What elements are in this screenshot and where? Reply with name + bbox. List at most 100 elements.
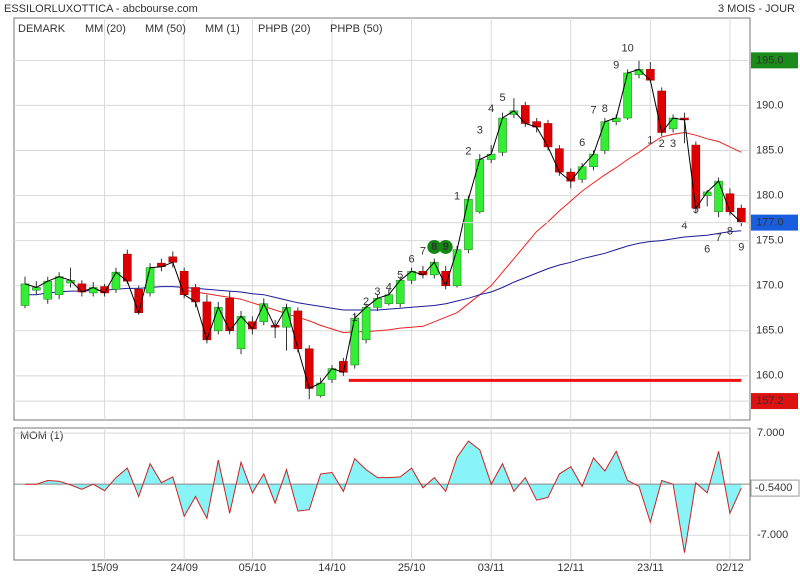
chart-title: ESSILORLUXOTTICA - abcbourse.com xyxy=(4,3,198,15)
demark-label: 1 xyxy=(352,312,358,324)
legend-entry: MM (20) xyxy=(85,23,126,35)
demark-label: 9 xyxy=(443,241,449,253)
candle-body xyxy=(464,198,473,250)
y-tick-label: 175.0 xyxy=(756,235,784,247)
y-tick-label: 185.0 xyxy=(756,144,784,156)
demark-label: 3 xyxy=(670,138,676,150)
candle-body xyxy=(179,270,189,296)
legend-entry: MM (50) xyxy=(145,23,186,35)
close-line xyxy=(24,68,742,390)
x-tick-label: 14/10 xyxy=(318,562,346,574)
demark-label: 4 xyxy=(386,281,392,293)
candle-body xyxy=(714,180,723,213)
y-tick-label: 170.0 xyxy=(756,280,784,292)
demark-label: 7 xyxy=(716,232,722,244)
chart-subtitle: 3 MOIS - JOUR xyxy=(718,3,795,15)
candle-body xyxy=(350,317,360,366)
x-tick-label: 03/11 xyxy=(478,562,505,574)
y-tick-label: 165.0 xyxy=(756,325,784,337)
y-tick-label: 7.000 xyxy=(757,427,785,439)
candle-body xyxy=(20,283,30,306)
candle-body xyxy=(259,303,269,323)
demark-label: 5 xyxy=(397,270,403,282)
demark-label: 5 xyxy=(693,204,699,216)
y-tick-label: -7.000 xyxy=(757,529,788,541)
y-tick-label: 180.0 xyxy=(756,189,784,201)
demark-label: 8 xyxy=(431,241,437,253)
candle-body xyxy=(316,382,325,396)
price-box xyxy=(751,214,798,231)
y-tick-label: 190.0 xyxy=(756,99,784,111)
demark-label: 8 xyxy=(602,103,608,115)
price-box xyxy=(751,393,798,410)
moving-average xyxy=(184,131,742,334)
candle-body xyxy=(498,117,507,153)
x-tick-label: 05/10 xyxy=(239,562,267,574)
x-tick-label: 02/12 xyxy=(716,562,744,574)
candle-body xyxy=(54,276,64,296)
candle-body xyxy=(202,301,212,341)
candle-body xyxy=(555,148,564,173)
price-box-label: 177.0 xyxy=(756,217,784,229)
legend-entry: MM (1) xyxy=(205,23,240,35)
demark-label: 6 xyxy=(409,253,415,265)
demark-label: 2 xyxy=(363,296,369,308)
price-frame xyxy=(13,17,751,421)
candle-body xyxy=(123,253,132,282)
legend-entry: PHPB (50) xyxy=(330,23,383,35)
candle-body xyxy=(543,123,553,148)
moving-average xyxy=(25,230,742,311)
candle-body xyxy=(691,144,701,209)
price-box xyxy=(751,52,798,69)
mom-frame xyxy=(13,427,751,561)
x-tick-label: 23/11 xyxy=(637,562,664,574)
legend-entry: DEMARK xyxy=(18,23,66,35)
candle-body xyxy=(213,307,223,332)
demark-label: 10 xyxy=(621,43,633,55)
legend-entry: PHPB (20) xyxy=(258,23,311,35)
candle-body xyxy=(600,121,610,151)
x-tick-label: 12/11 xyxy=(557,562,584,574)
candle-body xyxy=(168,256,178,263)
candle-body xyxy=(668,117,678,130)
candle-body xyxy=(293,310,303,350)
candle-body xyxy=(589,153,598,168)
candle-body xyxy=(43,280,53,300)
demark-label: 3 xyxy=(477,125,483,137)
demark-label: 4 xyxy=(488,103,494,115)
demark-label: 6 xyxy=(704,244,710,256)
x-tick-label: 24/09 xyxy=(170,562,198,574)
candle-body xyxy=(475,159,485,213)
demark-label: 2 xyxy=(659,138,665,150)
demark-label: 9 xyxy=(613,60,619,72)
candle-body xyxy=(304,348,314,389)
price-box-label: 195.0 xyxy=(756,54,784,66)
candle-body xyxy=(566,171,576,182)
demark-label: 1 xyxy=(647,134,653,146)
demark-label: 9 xyxy=(738,242,744,254)
demark-label: 7 xyxy=(420,245,426,257)
candle-body xyxy=(623,72,632,119)
mom-line xyxy=(25,440,742,553)
demark-label: 3 xyxy=(374,286,380,298)
last-value-box xyxy=(750,479,800,497)
demark-circle xyxy=(427,239,442,254)
demark-circle xyxy=(438,239,453,254)
candle-body xyxy=(452,249,462,286)
demark-label: 6 xyxy=(579,137,585,149)
candle-body xyxy=(327,368,337,380)
demark-label: 4 xyxy=(681,220,687,232)
candle-body xyxy=(657,90,667,133)
x-tick-label: 15/09 xyxy=(91,562,119,574)
candle-body xyxy=(577,166,587,180)
demark-label: 2 xyxy=(465,145,471,157)
price-box-label: 157.2 xyxy=(756,395,784,407)
demark-label: 8 xyxy=(727,226,733,238)
last-value-label: -0.5400 xyxy=(755,482,792,494)
candle-body xyxy=(373,298,382,308)
x-tick-label: 25/10 xyxy=(398,562,426,574)
candle-body xyxy=(646,69,655,81)
demark-label: 1 xyxy=(454,190,460,202)
